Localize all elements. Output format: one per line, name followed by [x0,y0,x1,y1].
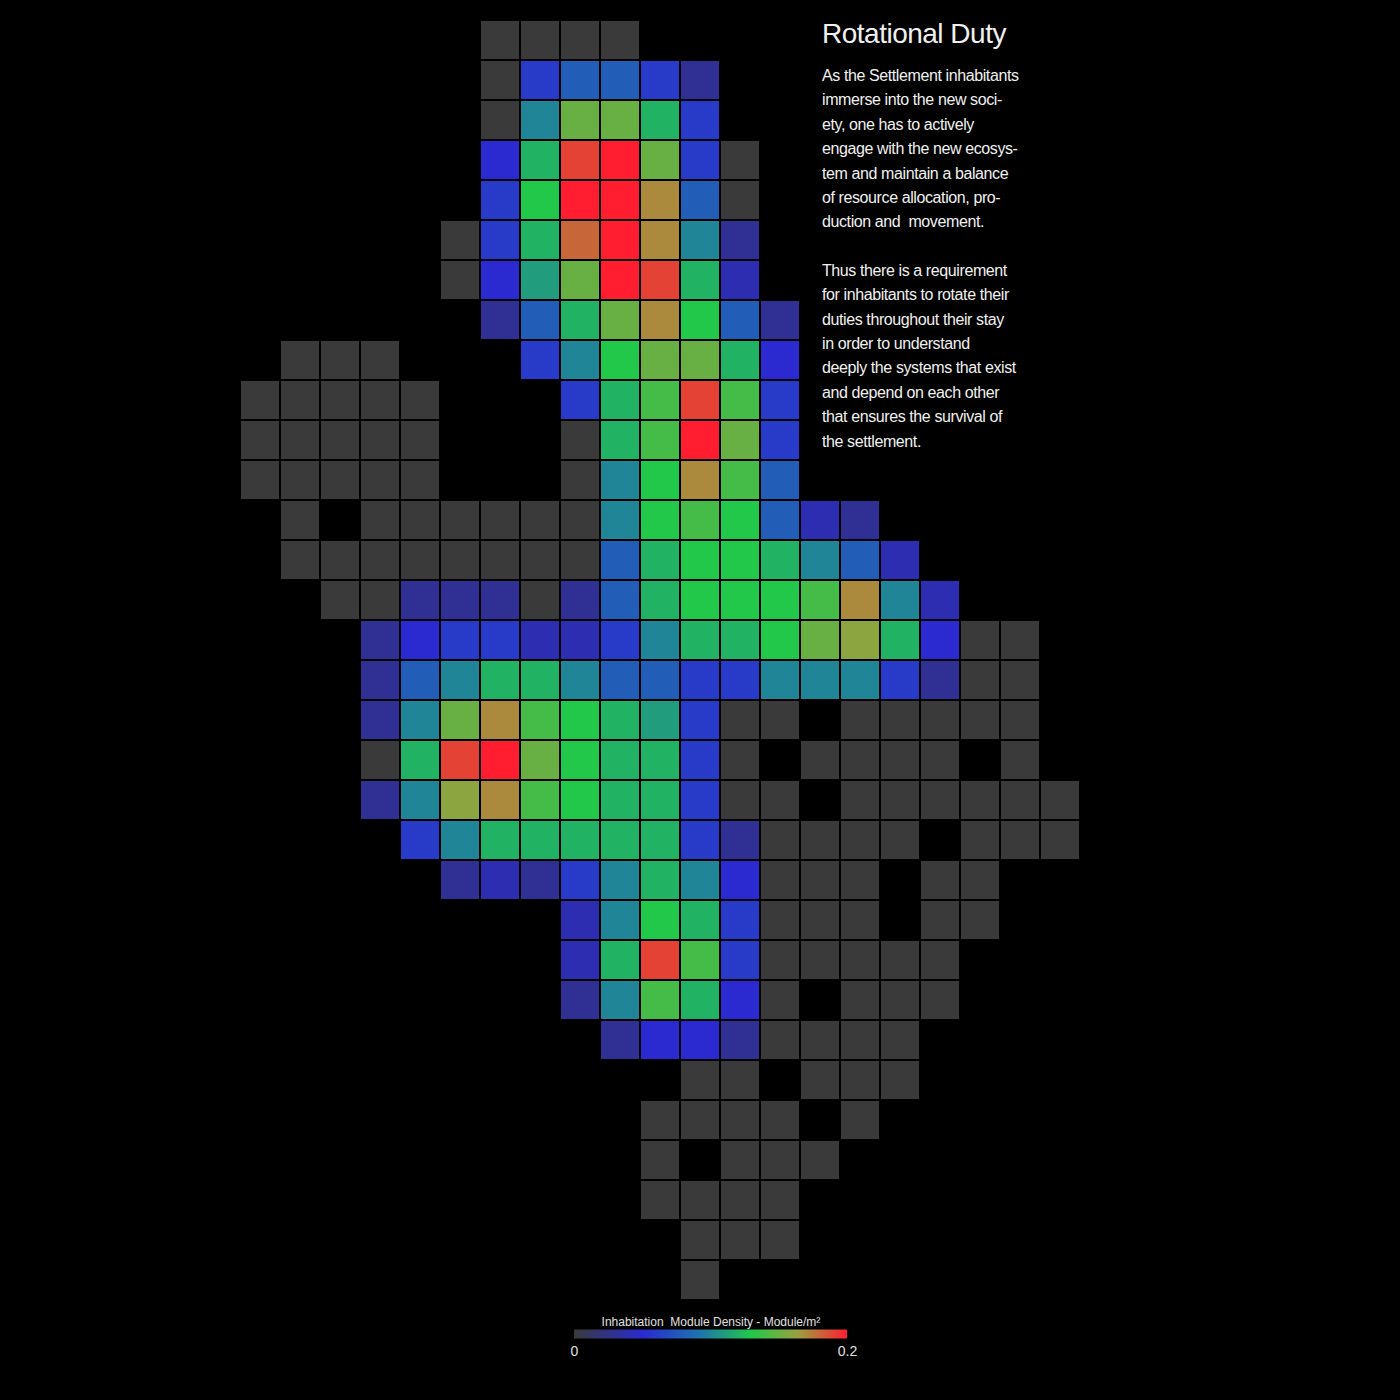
html-text:for inhabitants to rotate thei: for inhabitants to rotate their [822,286,1009,304]
html-text:and depend on each other: and depend on each other [822,383,1000,401]
html-text:of resource allocation, pro-: of resource allocation, pro- [822,189,1001,206]
html-text:immerse into the new soci-: immerse into the new soci- [822,91,1002,109]
html-text:duction and movement.: duction and movement. [822,213,984,231]
html-text:As the Settlement inhabitants: As the Settlement inhabitants [822,67,1019,84]
svg-text:0.2: 0.2 [838,1343,858,1359]
html-text:Rotational Duty: Rotational Duty [822,18,1006,49]
svg-text:Inhabitation Module Density -: Inhabitation Module Density - Module/m² [602,1315,821,1329]
html-text:Thus there is a requirement: Thus there is a requirement [822,261,1007,279]
html-text:that ensures the survival of: that ensures the survival of [822,408,1002,426]
html-text:duties throughout their stay: duties throughout their stay [822,310,1004,328]
html-text:engage with the new ecosys-: engage with the new ecosys- [822,140,1018,158]
svg-text:0: 0 [571,1343,579,1359]
html-text:the settlement.: the settlement. [822,432,921,450]
html-text:deeply the systems that exist: deeply the systems that exist [822,359,1016,377]
html-text:ety, one has to actively: ety, one has to actively [822,115,974,133]
html-text:in order to understand: in order to understand [822,335,970,353]
html-text:tem and maintain a balance: tem and maintain a balance [822,164,1009,182]
